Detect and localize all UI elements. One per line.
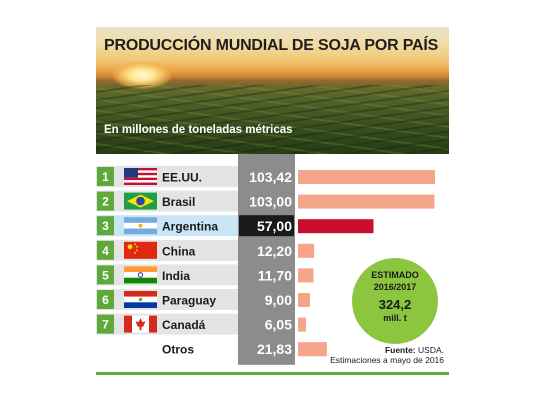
header-photo xyxy=(96,27,449,154)
country-label: Canadá xyxy=(162,318,206,332)
bar xyxy=(298,342,327,357)
rank-label: 4 xyxy=(102,244,109,258)
rank-badge xyxy=(97,240,114,260)
source-note: Fuente: USDA. Estimaciones a mayo de 201… xyxy=(330,345,444,365)
bar xyxy=(298,268,314,283)
bar-row: 6 Paraguay 9,00 xyxy=(96,289,310,310)
source-name: USDA. xyxy=(418,345,444,355)
data-label: 11,70 xyxy=(258,267,292,283)
usa-flag xyxy=(124,168,157,185)
source-label: Fuente: xyxy=(384,345,416,355)
bar-row: 5 India 11,70 xyxy=(96,264,314,286)
bar-row: Otros 21,83 xyxy=(162,341,327,357)
country-label: Otros xyxy=(162,343,194,357)
rank-badge xyxy=(97,167,114,186)
estimate-label: ESTIMADO xyxy=(371,270,419,280)
bottom-rule xyxy=(96,372,449,375)
sun-glow xyxy=(112,61,172,89)
chart-subtitle: En millones de toneladas métricas xyxy=(104,124,293,136)
argentina-flag xyxy=(124,217,157,235)
bar xyxy=(298,293,310,307)
india-flag xyxy=(124,266,157,284)
rank-label: 1 xyxy=(102,170,109,184)
bar xyxy=(298,317,307,332)
estimate-badge: ESTIMADO 2016/2017 324,2 mill. t xyxy=(352,258,438,344)
estimate-value: 324,2 xyxy=(378,297,412,312)
country-label: Brasil xyxy=(162,195,195,209)
canada-flag xyxy=(124,315,157,333)
bar-row: 1 EE.UU. 103,42 xyxy=(96,166,435,187)
rank-label: 5 xyxy=(102,268,109,282)
data-label: 6,05 xyxy=(265,317,292,333)
rank-badge xyxy=(97,314,114,334)
value-column xyxy=(238,154,295,365)
bar-row: 3 Argentina 57,00 xyxy=(96,215,374,237)
rank-badge xyxy=(97,265,114,285)
rank-label: 7 xyxy=(102,318,109,332)
brazil-flag xyxy=(124,192,157,210)
rank-label: 3 xyxy=(102,219,109,233)
rank-label: 6 xyxy=(102,293,109,307)
rank-label: 2 xyxy=(102,195,109,209)
country-label: Argentina xyxy=(162,220,218,234)
bar-row: 2 Brasil 103,00 xyxy=(96,190,435,212)
chart-title: PRODUCCIÓN MUNDIAL DE SOJA POR PAÍS xyxy=(104,37,439,54)
estimate-period: 2016/2017 xyxy=(373,282,417,292)
data-label: 12,20 xyxy=(257,243,292,259)
country-label: India xyxy=(162,269,190,283)
country-label: China xyxy=(162,244,196,258)
soybean-field xyxy=(96,85,449,154)
data-label: 103,00 xyxy=(249,194,292,210)
data-label: 21,83 xyxy=(257,341,292,357)
data-label: 103,42 xyxy=(249,169,292,185)
source-date-note: Estimaciones a mayo de 2016 xyxy=(330,355,444,365)
bar xyxy=(298,219,374,234)
rank-badge xyxy=(97,290,114,309)
bar xyxy=(298,170,435,184)
estimate-unit: mill. t xyxy=(383,313,407,323)
bar xyxy=(298,243,315,258)
bar-row: 7 Canadá 6,05 xyxy=(96,313,307,335)
country-label: Paraguay xyxy=(162,294,216,308)
value-highlight xyxy=(239,215,294,237)
rank-badge xyxy=(97,216,114,236)
data-label: 9,00 xyxy=(265,292,292,308)
china-flag xyxy=(124,241,157,259)
paraguay-flag xyxy=(124,291,157,308)
rank-badge xyxy=(97,191,114,211)
country-label: EE.UU. xyxy=(162,171,202,185)
bar-row: 4 China 12,20 xyxy=(96,239,315,261)
bar xyxy=(298,194,435,209)
data-label: 57,00 xyxy=(257,218,292,234)
